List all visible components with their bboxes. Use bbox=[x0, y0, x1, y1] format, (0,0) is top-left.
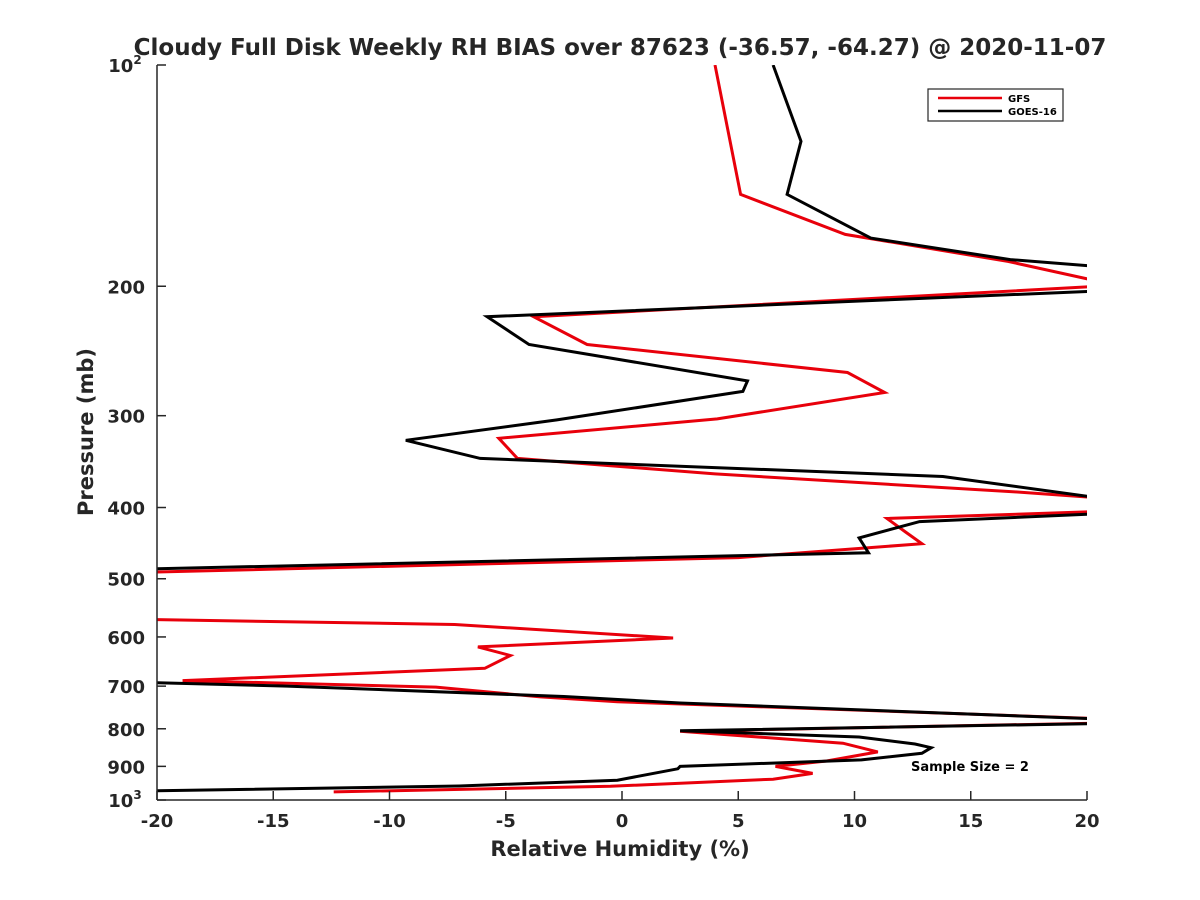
y-tick-label: 300 bbox=[107, 407, 145, 428]
x-axis-ticks: -20 -15 -10 -5 0 5 10 15 20 bbox=[141, 791, 1100, 832]
legend-label-goes-16: GOES-16 bbox=[1008, 107, 1057, 118]
x-tick-label: 15 bbox=[958, 811, 983, 832]
x-tick-label: -10 bbox=[373, 811, 406, 832]
x-tick-label: -15 bbox=[257, 811, 290, 832]
gfs-series-line bbox=[157, 65, 1087, 794]
x-tick-label: 10 bbox=[842, 811, 867, 832]
x-tick-label: -5 bbox=[496, 811, 516, 832]
x-tick-label: -20 bbox=[141, 811, 174, 832]
y-tick-label: 600 bbox=[107, 628, 145, 649]
y-tick-label-exponent: 2 bbox=[133, 53, 141, 67]
y-tick-label: 103 bbox=[108, 788, 141, 812]
plot-lines bbox=[157, 65, 1087, 794]
y-axis-label: Pressure (mb) bbox=[74, 348, 98, 516]
y-tick-label-exponent: 3 bbox=[133, 788, 141, 802]
legend-label-gfs: GFS bbox=[1008, 94, 1030, 105]
x-tick-label: 20 bbox=[1074, 811, 1099, 832]
legend: GFS GOES-16 bbox=[927, 88, 1064, 122]
y-tick-label: 400 bbox=[107, 499, 145, 520]
sample-size-annotation: Sample Size = 2 bbox=[911, 760, 1029, 775]
x-tick-label: 5 bbox=[732, 811, 745, 832]
y-tick-label-base: 10 bbox=[108, 791, 133, 812]
x-tick-label: 0 bbox=[616, 811, 629, 832]
y-tick-label: 900 bbox=[107, 757, 145, 778]
y-tick-label: 200 bbox=[107, 277, 145, 298]
y-tick-label: 800 bbox=[107, 720, 145, 741]
plot-axes bbox=[156, 65, 1087, 801]
legend-box bbox=[927, 88, 1064, 122]
y-tick-label: 102 bbox=[108, 53, 141, 77]
x-axis-label: Relative Humidity (%) bbox=[490, 837, 749, 861]
y-tick-label: 700 bbox=[107, 677, 145, 698]
y-tick-label: 500 bbox=[107, 570, 145, 591]
goes-16-series-line bbox=[157, 65, 1087, 793]
y-tick-label-base: 10 bbox=[108, 56, 133, 77]
chart-title: Cloudy Full Disk Weekly RH BIAS over 876… bbox=[134, 35, 1107, 61]
